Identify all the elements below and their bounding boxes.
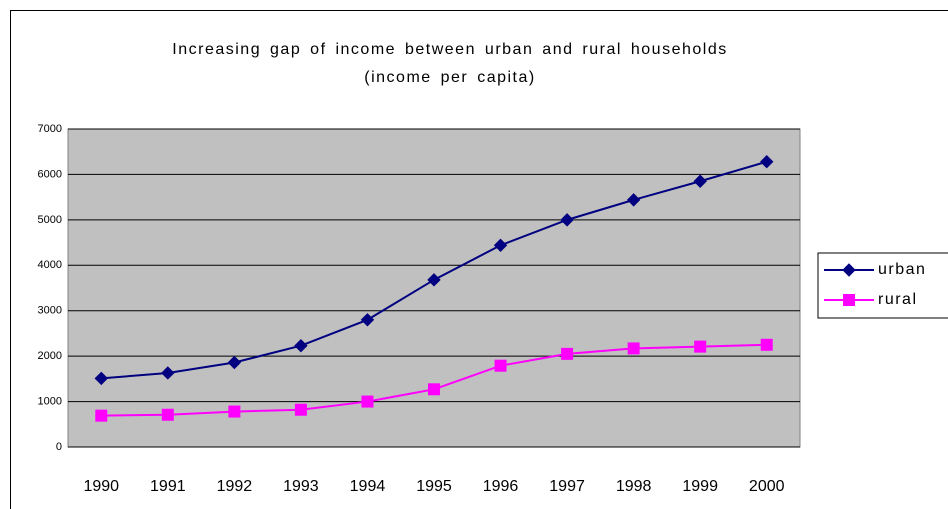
plot-area xyxy=(67,128,801,448)
x-tick-label: 1999 xyxy=(682,478,718,495)
data-point xyxy=(228,405,241,418)
y-tick-label: 3000 xyxy=(38,305,62,317)
y-tick-label: 4000 xyxy=(38,259,62,271)
data-point xyxy=(361,395,374,408)
data-point xyxy=(294,403,307,416)
x-tick-label: 1995 xyxy=(416,478,452,495)
data-point xyxy=(693,174,707,188)
x-tick-label: 1996 xyxy=(483,478,519,495)
data-point xyxy=(626,193,641,207)
x-tick-label: 2000 xyxy=(749,478,785,495)
legend-label: rural xyxy=(878,291,918,308)
legend-box xyxy=(817,252,948,319)
data-point xyxy=(161,408,174,421)
data-point xyxy=(427,273,441,287)
data-point xyxy=(560,213,574,227)
y-tick-label: 1000 xyxy=(38,395,62,407)
data-point xyxy=(494,359,507,372)
data-point xyxy=(428,383,440,396)
data-point xyxy=(94,371,108,386)
data-point xyxy=(760,338,773,351)
data-point xyxy=(95,409,108,422)
data-point xyxy=(760,155,774,169)
x-tick-label: 1994 xyxy=(350,478,386,495)
data-point xyxy=(493,238,508,253)
data-point xyxy=(161,366,175,380)
data-point xyxy=(561,347,574,360)
data-point xyxy=(294,338,308,353)
x-tick-label: 1992 xyxy=(217,478,253,495)
x-tick-label: 1990 xyxy=(83,478,119,495)
data-point xyxy=(360,313,375,327)
legend-marker xyxy=(842,263,856,277)
x-tick-label: 1991 xyxy=(150,478,186,495)
x-tick-label: 1997 xyxy=(549,478,585,495)
x-tick-label: 1998 xyxy=(616,478,652,495)
y-tick-label: 6000 xyxy=(38,168,62,180)
y-tick-label: 7000 xyxy=(38,123,62,135)
legend-marker xyxy=(843,294,855,306)
y-tick-label: 0 xyxy=(56,441,62,453)
data-point xyxy=(627,342,640,355)
data-point xyxy=(227,355,242,370)
data-point xyxy=(694,340,707,353)
y-tick-label: 5000 xyxy=(38,214,62,226)
legend-label: urban xyxy=(878,261,926,278)
chart-title: Increasing gap of income between urban a… xyxy=(172,41,728,86)
y-tick-label: 2000 xyxy=(38,350,62,362)
x-tick-label: 1993 xyxy=(283,478,319,495)
